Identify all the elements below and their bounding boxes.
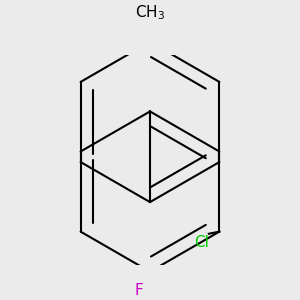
Text: F: F: [135, 283, 144, 298]
Text: Cl: Cl: [194, 235, 209, 250]
Text: CH$_3$: CH$_3$: [135, 3, 165, 22]
